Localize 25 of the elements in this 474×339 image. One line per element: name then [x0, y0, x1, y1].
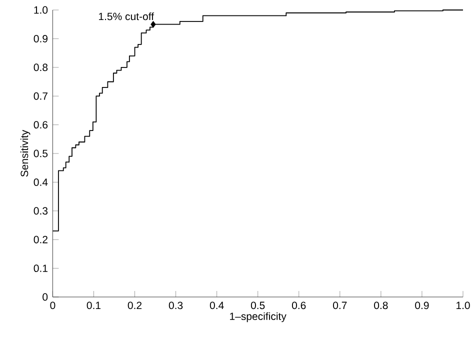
x-tick-label: 0.7	[333, 302, 347, 310]
y-tick-label: 0.8	[34, 64, 48, 72]
y-tick-label: 0	[42, 293, 48, 301]
x-axis-title: 1–specificity	[230, 312, 286, 322]
x-tick-label: 0.6	[292, 302, 306, 310]
y-tick-label: 0.9	[34, 34, 48, 42]
y-tick-label: 1.0	[34, 6, 48, 14]
y-tick-label: 0.3	[34, 207, 48, 215]
x-tick-label: 1.0	[456, 302, 470, 310]
annotation: 1.5% cut-off	[98, 12, 154, 20]
y-tick-label: 0.2	[34, 236, 48, 244]
x-tick-label: 0.9	[415, 302, 429, 310]
x-tick-label: 0.4	[210, 302, 224, 310]
x-tick-label: 0.5	[250, 302, 265, 310]
y-tick-label: 0.6	[34, 121, 48, 129]
x-tick-label: 0.8	[374, 302, 388, 310]
x-tick-label: 0	[50, 302, 56, 310]
y-tick-label: 0.1	[34, 264, 48, 272]
y-axis-title: Sensitivity	[20, 130, 30, 177]
y-tick-label: 0.5	[34, 150, 48, 158]
x-tick-label: 0.2	[128, 302, 142, 310]
y-tick-label: 0.7	[34, 92, 48, 100]
x-tick-label: 0.1	[86, 302, 101, 310]
x-tick-label: 0.3	[168, 302, 183, 310]
y-tick-label: 0.4	[34, 178, 48, 186]
